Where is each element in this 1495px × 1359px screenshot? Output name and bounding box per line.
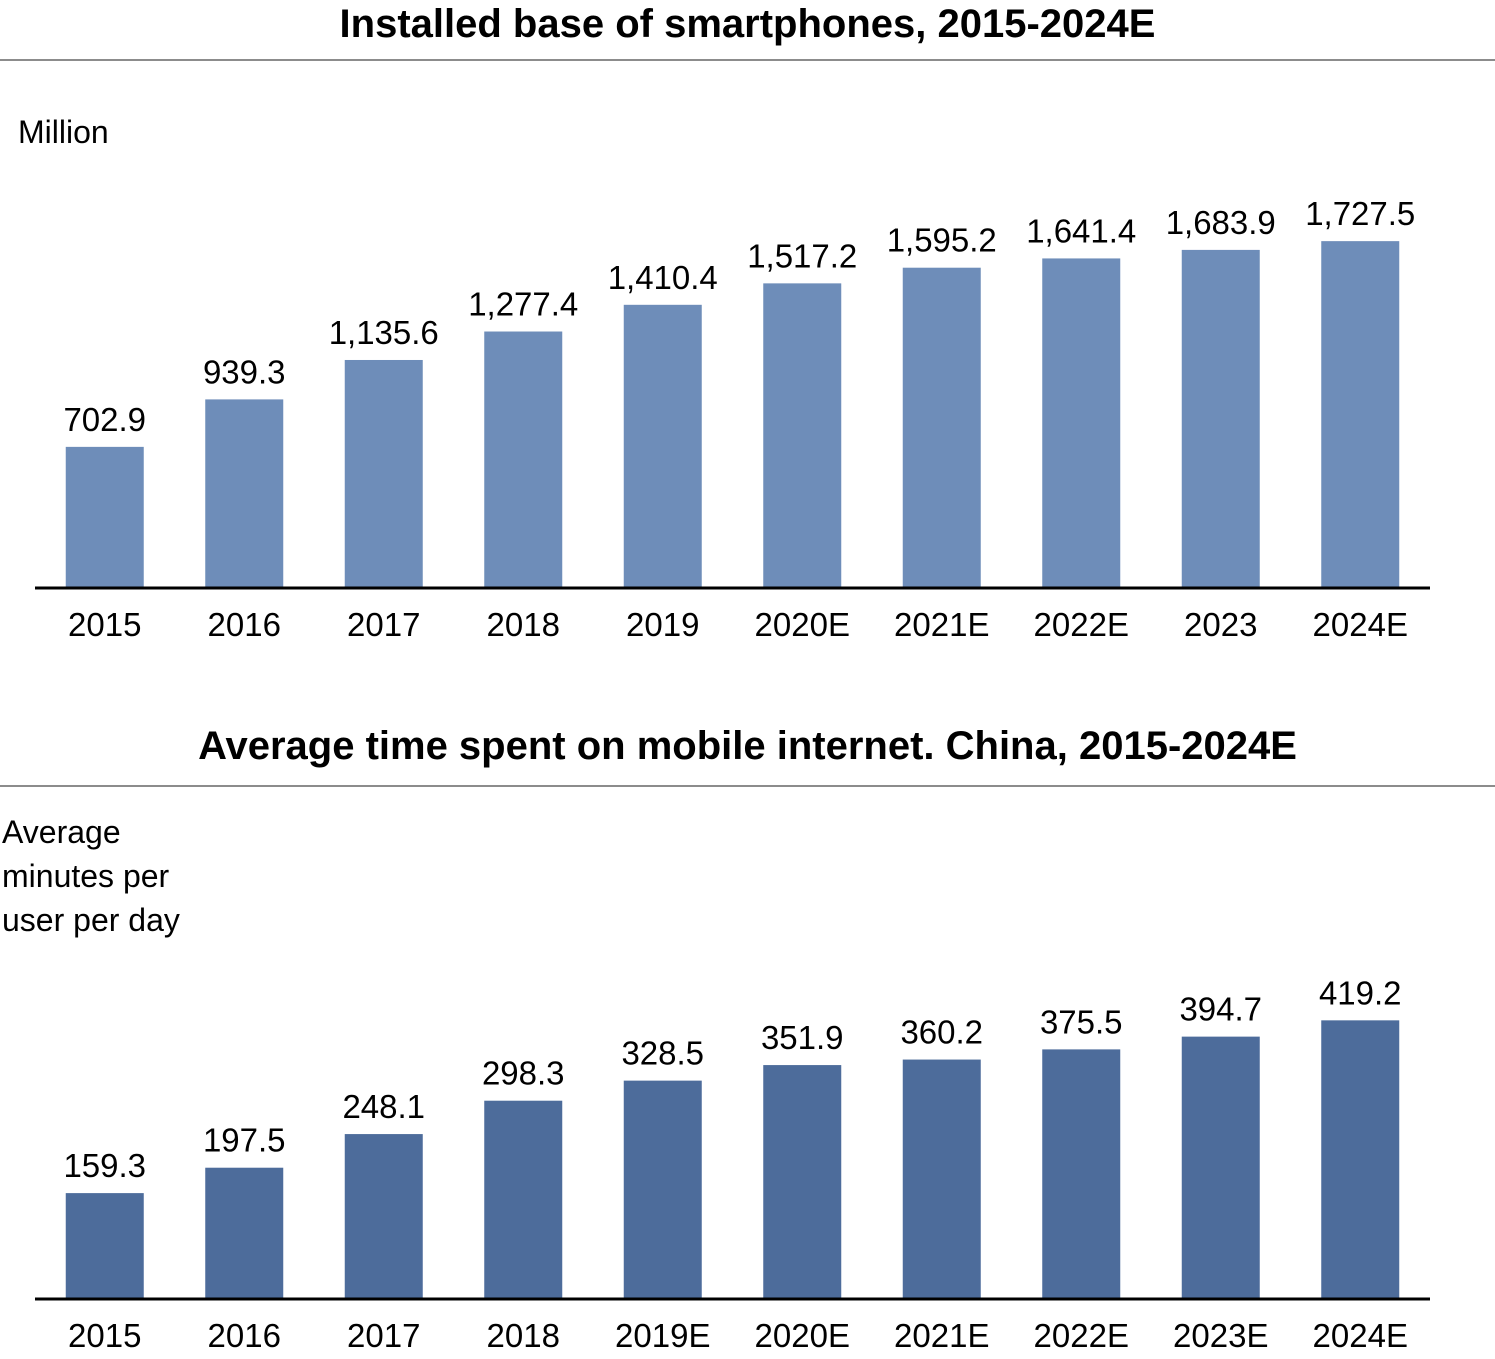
chart1-x-tick-label: 2016 (208, 606, 281, 643)
chart1-x-tick-label: 2018 (487, 606, 560, 643)
chart2-bar (484, 1100, 563, 1299)
chart1-x-tick-label: 2021E (894, 606, 989, 643)
chart1-data-label: 702.9 (63, 401, 146, 438)
chart1-x-tick-label: 2017 (347, 606, 420, 643)
chart1-bar (484, 331, 563, 588)
chart1-x-tick-label: 2019 (626, 606, 699, 643)
chart1-bar (1042, 258, 1121, 588)
chart2-data-label: 328.5 (621, 1035, 704, 1072)
chart2-bar (344, 1134, 423, 1299)
chart1-bar (763, 283, 842, 588)
chart2-x-tick-label: 2024E (1313, 1317, 1408, 1354)
chart1-bar (623, 304, 702, 588)
chart2-bar (205, 1167, 284, 1299)
chart2-data-label: 351.9 (761, 1019, 844, 1056)
chart1-plot: 702.9 2015 939.3 2016 1,135.6 2017 1,277.4 2018… (35, 195, 1430, 643)
chart2-bar (65, 1193, 144, 1299)
chart1-x-tick-label: 2023 (1184, 606, 1257, 643)
chart2-x-tick-label: 2019E (615, 1317, 710, 1354)
chart2-title-rule (0, 785, 1495, 787)
chart2-data-label: 419.2 (1319, 974, 1402, 1011)
chart1-data-label: 1,683.9 (1166, 204, 1276, 241)
chart1-unit-label: Million (18, 114, 109, 150)
chart2-title: Average time spent on mobile internet. C… (198, 724, 1297, 768)
chart2-x-tick-label: 2015 (68, 1317, 141, 1354)
chart1-x-tick-label: 2022E (1034, 606, 1129, 643)
chart2-x-tick-label: 2023E (1173, 1317, 1268, 1354)
chart2-data-label: 360.2 (900, 1014, 983, 1051)
chart2-x-tick-label: 2022E (1034, 1317, 1129, 1354)
chart1-bar (1181, 249, 1260, 588)
chart2-bar (1321, 1020, 1400, 1299)
chart1-bar (65, 446, 144, 588)
chart2-data-label: 159.3 (63, 1147, 146, 1184)
chart2-data-label: 394.7 (1179, 991, 1262, 1028)
chart1-title: Installed base of smartphones, 2015-2024… (339, 2, 1156, 46)
chart1-data-label: 939.3 (203, 353, 286, 390)
chart1-bar (902, 267, 981, 588)
chart1-x-tick-label: 2015 (68, 606, 141, 643)
chart1-data-label: 1,135.6 (329, 314, 439, 351)
chart2-x-tick-label: 2021E (894, 1317, 989, 1354)
chart1-x-tick-label: 2020E (755, 606, 850, 643)
chart2-bar (1042, 1049, 1121, 1299)
chart2-x-tick-label: 2016 (208, 1317, 281, 1354)
chart2-data-label: 248.1 (342, 1088, 425, 1125)
chart1-data-label: 1,595.2 (887, 222, 997, 259)
chart2-data-label: 197.5 (203, 1122, 286, 1159)
chart1-data-label: 1,641.4 (1026, 212, 1136, 249)
chart2-data-label: 298.3 (482, 1055, 565, 1092)
chart1-data-label: 1,410.4 (608, 259, 718, 296)
chart2-x-tick-label: 2020E (755, 1317, 850, 1354)
chart2-plot: 159.3 2015 197.5 2016 248.1 2017 298.3 2018 328.… (35, 974, 1430, 1354)
chart1-data-label: 1,277.4 (468, 286, 578, 323)
chart2-bar (623, 1080, 702, 1299)
chart1-bar (205, 399, 284, 588)
chart1-x-tick-label: 2024E (1313, 606, 1408, 643)
chart2-unit-label: Average minutes per user per day (2, 814, 180, 938)
chart1-title-rule (0, 59, 1495, 61)
chart2-x-tick-label: 2018 (487, 1317, 560, 1354)
chart2-data-label: 375.5 (1040, 1003, 1123, 1040)
chart1-data-label: 1,517.2 (747, 237, 857, 274)
chart2-bar (1181, 1036, 1260, 1299)
chart2-x-tick-label: 2017 (347, 1317, 420, 1354)
chart1-bar (344, 359, 423, 588)
chart2-bar (902, 1059, 981, 1299)
chart1-data-label: 1,727.5 (1305, 195, 1415, 232)
chart1-bar (1321, 241, 1400, 588)
chart2-bar (763, 1065, 842, 1299)
